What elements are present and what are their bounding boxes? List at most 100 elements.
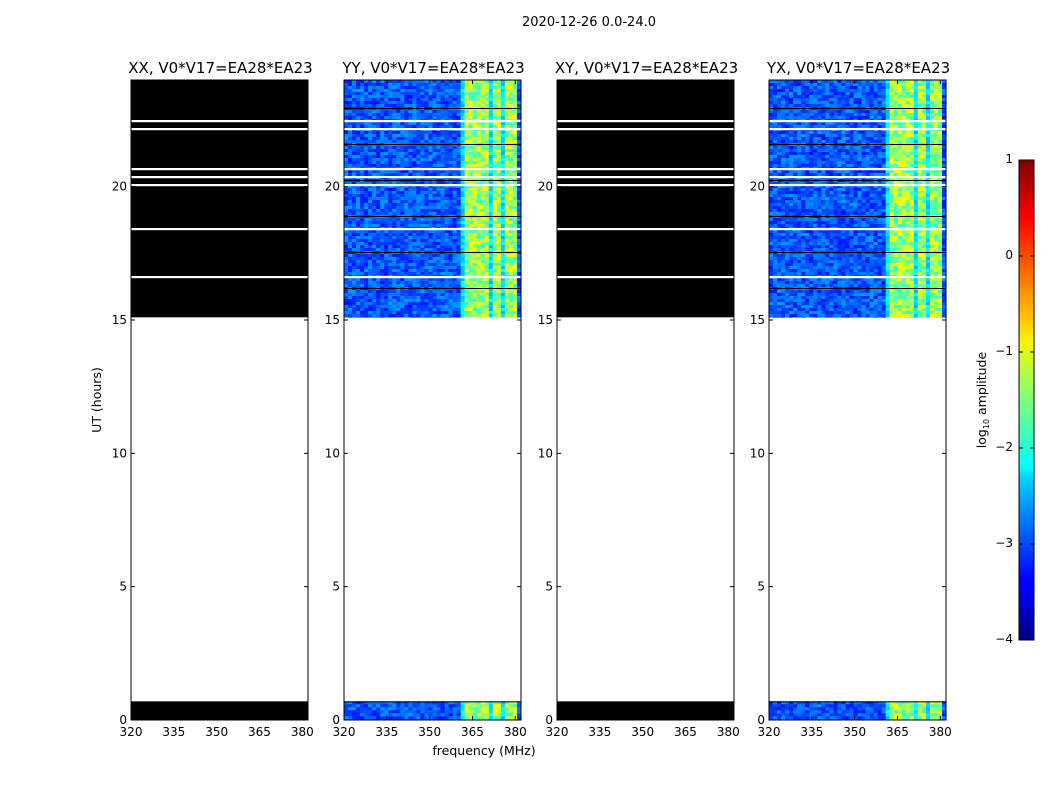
spectro-cell: [925, 95, 931, 99]
spectro-cell: [460, 305, 466, 309]
spectro-cell: [380, 260, 385, 264]
spectro-cell: [773, 704, 778, 708]
spectro-cell: [500, 224, 506, 228]
spectro-cell: [368, 212, 373, 216]
spectro-cell: [472, 221, 478, 225]
spectro-cell: [400, 242, 405, 246]
spectro-cell: [516, 311, 522, 315]
spectro-cell: [512, 257, 518, 261]
spectro-cell: [500, 233, 506, 237]
spectro-cell: [392, 212, 397, 216]
spectro-cell: [813, 701, 818, 705]
spectro-cell: [488, 299, 494, 303]
spectro-cell: [468, 101, 474, 105]
spectro-cell: [516, 101, 522, 105]
spectro-cell: [348, 152, 353, 156]
spectro-cell: [352, 92, 357, 96]
spectro-cell: [468, 191, 474, 195]
spectro-cell: [516, 203, 522, 207]
spectro-cell: [504, 239, 510, 243]
y-tick-label: 0: [119, 713, 127, 727]
spectro-cell: [356, 149, 361, 153]
spectro-cell: [436, 146, 441, 150]
spectro-cell: [508, 152, 514, 156]
spectro-cell: [396, 218, 401, 222]
spectro-cell: [464, 245, 470, 249]
spectro-cell: [512, 98, 518, 102]
spectro-cell: [472, 233, 478, 237]
spectro-cell: [897, 80, 903, 84]
spectro-cell: [436, 140, 441, 144]
spectro-cell: [408, 284, 413, 288]
flagged-row: [557, 168, 734, 171]
spectro-cell: [356, 707, 361, 711]
spectro-cell: [392, 230, 397, 234]
spectro-cell: [496, 314, 502, 318]
spectro-cell: [901, 704, 907, 708]
spectro-cell: [428, 125, 433, 129]
spectro-cell: [424, 296, 429, 300]
spectro-cell: [905, 707, 911, 711]
spectro-cell: [400, 164, 405, 168]
spectro-cell: [492, 98, 498, 102]
spectro-cell: [348, 317, 353, 318]
spectro-cell: [484, 263, 490, 267]
spectro-cell: [837, 80, 842, 84]
spectro-cell: [360, 173, 365, 177]
spectro-cell: [456, 302, 462, 306]
spectro-cell: [412, 152, 417, 156]
spectro-cell: [793, 707, 798, 711]
spectro-cell: [909, 110, 915, 114]
spectro-cell: [484, 254, 490, 258]
spectro-cell: [348, 164, 353, 168]
spectro-cell: [432, 86, 437, 90]
y-tick-label: 0: [332, 713, 340, 727]
spectro-cell: [408, 269, 413, 273]
spectro-cell: [496, 266, 502, 270]
spectro-cell: [456, 260, 462, 264]
spectro-cell: [412, 158, 417, 162]
spectro-cell: [384, 224, 389, 228]
spectro-cell: [344, 92, 349, 96]
spectro-cell: [448, 230, 454, 234]
spectro-cell: [472, 125, 478, 129]
spectro-cell: [416, 707, 421, 711]
spectro-cell: [488, 134, 494, 138]
spectro-cell: [452, 707, 458, 711]
spectro-cell: [396, 704, 401, 708]
spectro-cell: [400, 224, 405, 228]
spectro-cell: [516, 104, 522, 108]
spectro-cell: [468, 290, 474, 294]
spectro-cell: [821, 707, 826, 711]
spectro-cell: [436, 113, 441, 117]
spectro-cell: [841, 716, 846, 720]
spectro-cell: [845, 710, 850, 714]
spectro-cell: [408, 164, 413, 168]
spectro-cell: [769, 113, 774, 117]
spectro-cell: [476, 173, 482, 177]
spectro-cell: [420, 146, 425, 150]
spectro-cell: [512, 188, 518, 192]
spectro-cell: [516, 302, 522, 306]
spectro-cell: [376, 248, 381, 252]
spectro-cell: [352, 263, 357, 267]
spectro-cell: [492, 707, 498, 711]
spectro-cell: [865, 95, 870, 99]
spectro-cell: [909, 92, 915, 96]
spectro-cell: [376, 116, 381, 120]
spectro-cell: [829, 710, 834, 714]
spectro-cell: [416, 182, 421, 186]
spectro-cell: [500, 203, 506, 207]
spectro-cell: [440, 131, 445, 135]
spectro-cell: [436, 311, 441, 315]
spectro-cell: [384, 707, 389, 711]
spectro-cell: [364, 146, 369, 150]
spectro-cell: [873, 83, 879, 87]
spectro-cell: [496, 716, 502, 720]
spectro-cell: [456, 83, 462, 87]
spectro-cell: [468, 317, 474, 318]
spectro-cell: [500, 185, 506, 189]
spectro-cell: [488, 188, 494, 192]
spectro-cell: [480, 716, 486, 720]
spectro-cell: [468, 122, 474, 126]
